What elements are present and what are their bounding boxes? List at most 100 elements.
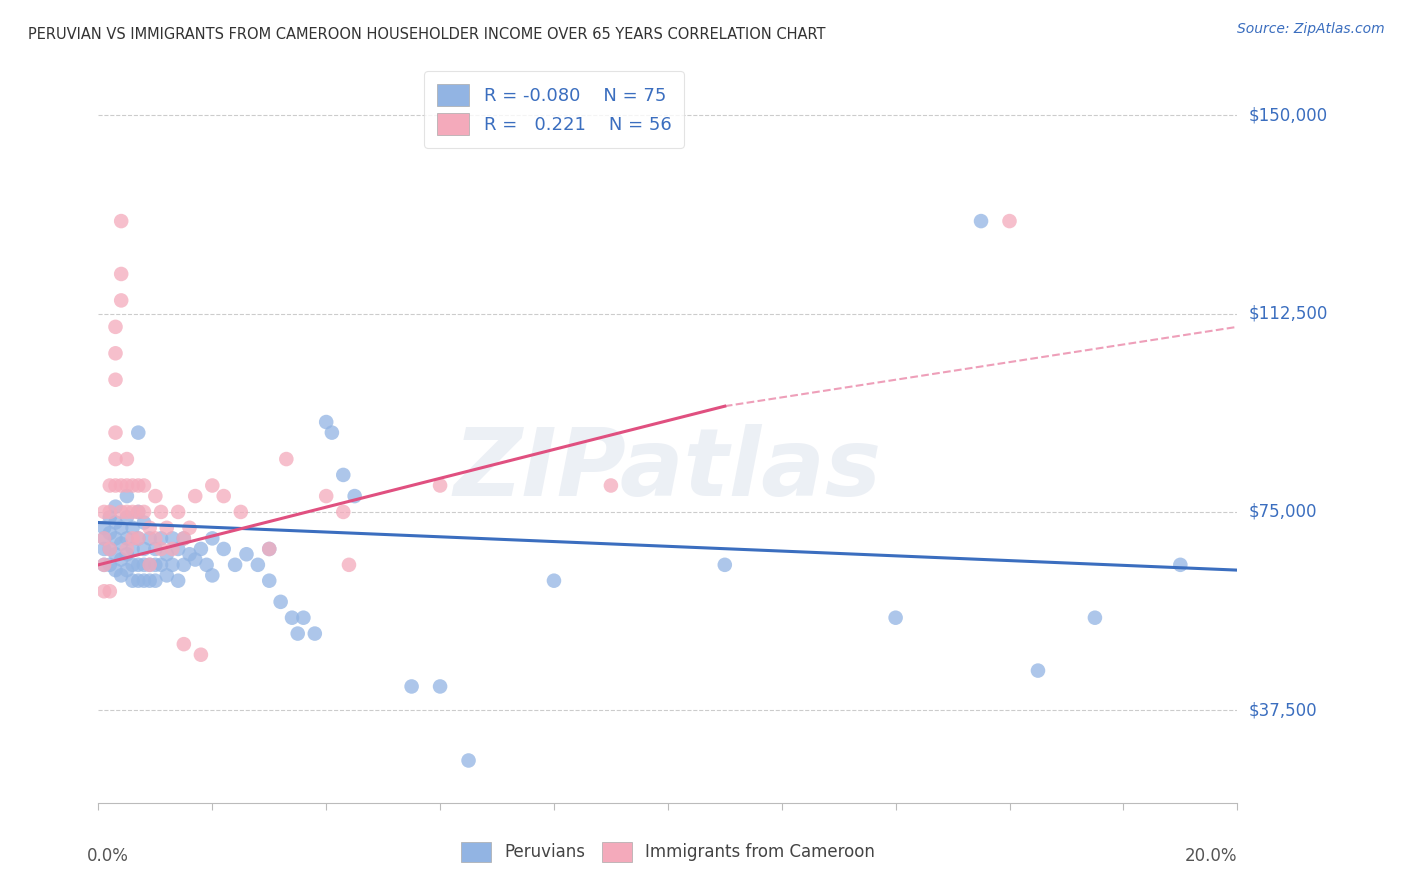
Point: [201, 568, 224, 582]
Point: [104, 452, 127, 467]
Point: [167, 541, 190, 556]
Point: [93, 521, 115, 535]
Point: [259, 541, 281, 556]
Point: [304, 626, 326, 640]
Point: [457, 754, 479, 768]
Point: [98, 558, 121, 572]
Point: [246, 558, 269, 572]
Text: 20.0%: 20.0%: [1185, 847, 1237, 865]
Point: [127, 574, 149, 588]
Point: [281, 610, 304, 624]
Point: [110, 568, 132, 582]
Point: [292, 610, 315, 624]
Point: [121, 478, 143, 492]
Point: [150, 541, 173, 556]
Point: [173, 637, 195, 651]
Point: [229, 505, 252, 519]
Point: [98, 584, 121, 599]
Point: [138, 558, 160, 572]
Point: [884, 610, 907, 624]
Point: [121, 541, 143, 556]
Point: [145, 558, 167, 572]
Point: [110, 267, 132, 281]
Point: [127, 478, 149, 492]
Text: $150,000: $150,000: [1249, 106, 1327, 124]
Point: [138, 521, 160, 535]
Point: [93, 532, 115, 546]
Point: [132, 478, 155, 492]
Point: [162, 558, 184, 572]
Legend: Peruvians, Immigrants from Cameroon: Peruvians, Immigrants from Cameroon: [454, 835, 882, 869]
Point: [429, 478, 451, 492]
Point: [98, 541, 121, 556]
Point: [276, 452, 298, 467]
Point: [127, 505, 149, 519]
Text: 0.0%: 0.0%: [87, 847, 129, 865]
Point: [104, 516, 127, 530]
Point: [401, 680, 423, 694]
Point: [110, 478, 132, 492]
Point: [343, 489, 366, 503]
Point: [98, 526, 121, 541]
Point: [156, 521, 179, 535]
Text: $37,500: $37,500: [1249, 701, 1317, 719]
Point: [110, 214, 132, 228]
Point: [127, 505, 149, 519]
Point: [98, 478, 121, 492]
Point: [1170, 558, 1192, 572]
Point: [156, 547, 179, 561]
Point: [998, 214, 1021, 228]
Point: [93, 558, 115, 572]
Point: [104, 425, 127, 440]
Point: [259, 541, 281, 556]
Point: [167, 505, 190, 519]
Point: [115, 563, 138, 577]
Point: [235, 547, 257, 561]
Point: [162, 541, 184, 556]
Point: [287, 626, 309, 640]
Point: [93, 584, 115, 599]
Text: Source: ZipAtlas.com: Source: ZipAtlas.com: [1237, 22, 1385, 37]
Point: [145, 489, 167, 503]
Point: [337, 558, 360, 572]
Point: [970, 214, 993, 228]
Point: [138, 574, 160, 588]
Point: [162, 532, 184, 546]
Point: [115, 532, 138, 546]
Point: [127, 425, 149, 440]
Point: [127, 532, 149, 546]
Point: [104, 373, 127, 387]
Point: [104, 532, 127, 546]
Point: [110, 521, 132, 535]
Point: [173, 532, 195, 546]
Point: [138, 558, 160, 572]
Point: [167, 574, 190, 588]
Point: [179, 547, 201, 561]
Point: [127, 532, 149, 546]
Point: [145, 532, 167, 546]
Point: [145, 574, 167, 588]
Point: [104, 346, 127, 360]
Point: [190, 541, 212, 556]
Point: [115, 510, 138, 524]
Point: [1084, 610, 1107, 624]
Point: [115, 541, 138, 556]
Point: [184, 552, 207, 566]
Point: [121, 532, 143, 546]
Point: [121, 574, 143, 588]
Point: [173, 532, 195, 546]
Point: [93, 505, 115, 519]
Point: [173, 558, 195, 572]
Point: [104, 478, 127, 492]
Point: [600, 478, 623, 492]
Point: [150, 532, 173, 546]
Point: [104, 319, 127, 334]
Point: [184, 489, 207, 503]
Point: [132, 574, 155, 588]
Point: [179, 521, 201, 535]
Point: [121, 558, 143, 572]
Point: [115, 478, 138, 492]
Point: [132, 558, 155, 572]
Text: ZIPatlas: ZIPatlas: [454, 424, 882, 516]
Point: [315, 415, 337, 429]
